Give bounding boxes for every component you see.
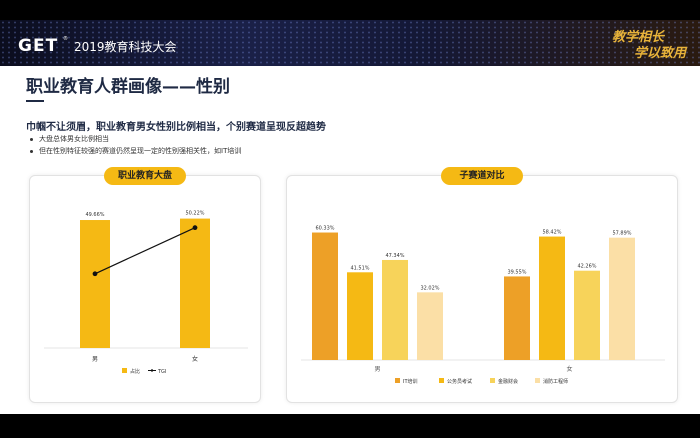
data-label: 41.51% xyxy=(350,265,369,271)
tgi-point xyxy=(92,271,98,277)
bullet-item: 但在性别特征较强的赛道仍然呈现一定的性别强相关性，如IT培训 xyxy=(30,146,241,156)
headline: 巾帼不让须眉，职业教育男女性别比例相当，个别赛道呈现反超趋势 xyxy=(26,122,326,133)
bar-female xyxy=(574,270,600,360)
bullet-text: 大盘总体男女比例相当 xyxy=(39,135,109,143)
subtrack-chart-title: 子赛道对比 xyxy=(441,167,523,185)
category-label: 男 xyxy=(374,366,380,373)
slogan-calligraphy: 教学相长 学以致用 xyxy=(612,26,690,62)
bullet-dot-icon xyxy=(30,149,33,153)
bottom-bar xyxy=(0,414,700,438)
bar-male xyxy=(312,232,338,360)
overall-chart: 49.66% 男 50.22% 女占比 TGI xyxy=(44,211,248,375)
tgi-line xyxy=(94,227,196,275)
bar-female xyxy=(180,218,210,348)
event-title: 2019教育科技大会 xyxy=(74,40,177,54)
get-logo: GET xyxy=(18,36,59,56)
data-label: 58.42% xyxy=(542,230,561,236)
category-label: 女 xyxy=(566,365,572,373)
category-label: 男 xyxy=(92,356,98,363)
data-label: 42.26% xyxy=(577,264,596,270)
tgi-point xyxy=(192,225,198,231)
bar-female xyxy=(609,237,635,360)
legend-label: 金融财会 xyxy=(498,378,518,385)
legend-label: IT培训 xyxy=(403,378,418,385)
bullet-dot-icon xyxy=(30,137,33,141)
data-label: 50.22% xyxy=(185,211,204,217)
data-label: 47.34% xyxy=(385,253,404,259)
bar-male xyxy=(80,220,110,348)
page-title: 职业教育人群画像——性别 xyxy=(26,77,230,97)
data-label: 32.02% xyxy=(420,285,439,291)
legend-swatch xyxy=(122,368,127,373)
category-label: 女 xyxy=(192,355,198,363)
overall-chart-panel: 职业教育大盘 49.66% 男 50.22% 女占比 TGI xyxy=(29,167,261,403)
data-label: 49.66% xyxy=(85,212,104,218)
bar-male xyxy=(382,259,408,360)
top-bar xyxy=(0,0,700,20)
legend-swatch xyxy=(490,378,495,383)
legend-marker xyxy=(150,369,154,372)
bullet-item: 大盘总体男女比例相当 xyxy=(30,134,109,144)
subtrack-chart: 60.33% 41.51% 47.34% 32.02% 男 39.55% 58.42% 42.… xyxy=(301,226,665,385)
slogan-line-1: 教学相长 xyxy=(612,30,665,45)
legend-label: 占比 xyxy=(130,368,140,375)
legend-swatch xyxy=(439,378,444,383)
legend-label: 消防工程师 xyxy=(543,378,568,385)
slide-content: 职业教育人群画像——性别 巾帼不让须眉，职业教育男女性别比例相当，个别赛道呈现反… xyxy=(0,66,700,414)
slogan-line-2: 学以致用 xyxy=(634,46,687,61)
data-label: 57.89% xyxy=(612,231,631,237)
legend-label: TGI xyxy=(157,369,166,375)
bar-male xyxy=(417,292,443,360)
header-banner xyxy=(0,20,700,66)
registered-mark: ® xyxy=(63,36,68,42)
bar-female xyxy=(539,236,565,360)
legend-swatch xyxy=(535,378,540,383)
legend-label: 公务员考试 xyxy=(447,378,472,385)
data-label: 60.33% xyxy=(315,226,334,232)
bar-male xyxy=(347,272,373,360)
bar-female xyxy=(504,276,530,360)
subtrack-chart-panel: 子赛道对比 60.33% 41.51% 47.34% 32.02% 男 39.55% 58.… xyxy=(286,167,678,403)
data-label: 39.55% xyxy=(507,269,526,275)
bullet-text: 但在性别特征较强的赛道仍然呈现一定的性别强相关性，如IT培训 xyxy=(39,147,242,155)
overall-chart-title: 职业教育大盘 xyxy=(104,167,186,185)
legend-swatch xyxy=(395,378,400,383)
title-underline xyxy=(26,100,44,102)
